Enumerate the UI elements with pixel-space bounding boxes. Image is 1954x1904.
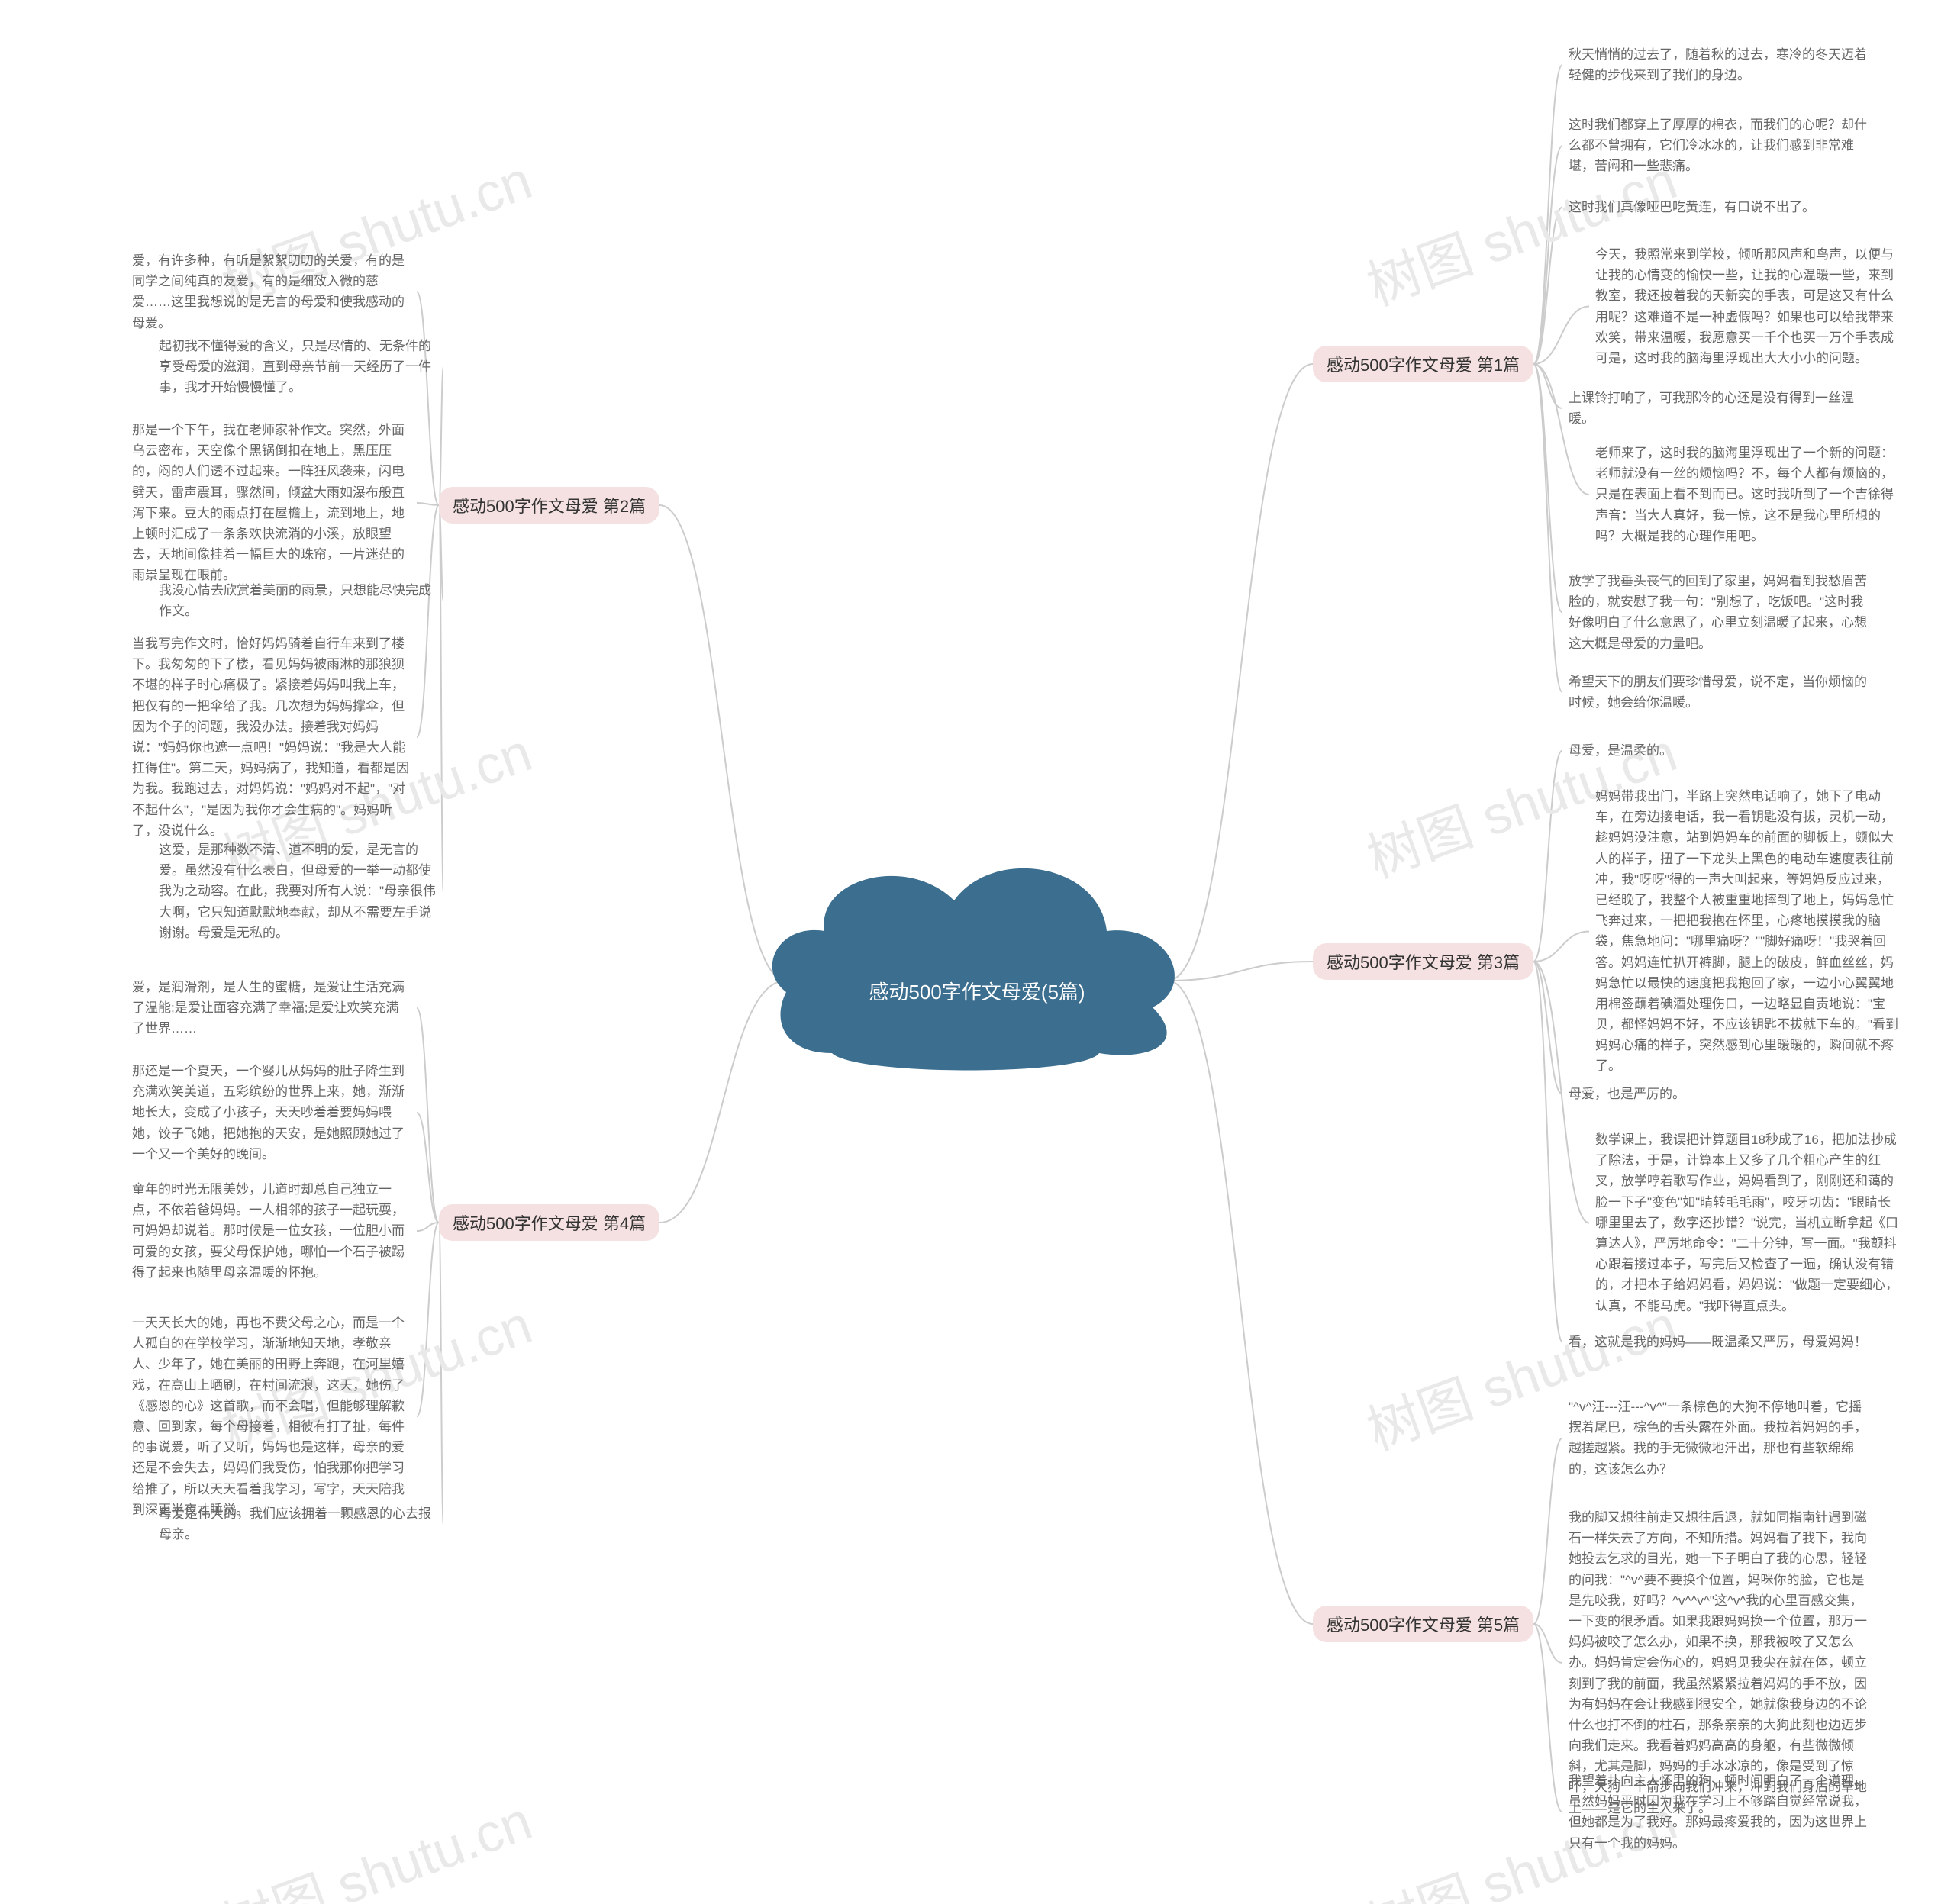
leaf-text: 当我写完作文时，恰好妈妈骑着自行车来到了楼下。我匆匆的下了楼，看见妈妈被雨淋的那…	[132, 633, 411, 841]
leaf-text: 这时我们真像哑巴吃黄连，有口说不出了。	[1569, 197, 1874, 217]
leaf-text: "^v^汪---汪---^v^"一条棕色的大狗不停地叫着，它摇摆着尾巴，棕色的舌…	[1569, 1397, 1874, 1480]
center-title: 感动500字作文母爱(5篇)	[763, 977, 1191, 1005]
branch-node: 感动500字作文母爱 第5篇	[1313, 1606, 1533, 1642]
leaf-text: 老师来了，这时我的脑海里浮现出了一个新的问题：老师就没有一丝的烦恼吗？不，每个人…	[1595, 443, 1901, 546]
cloud-shape	[772, 868, 1175, 1071]
leaf-text: 那还是一个夏天，一个婴儿从妈妈的肚子降生到充满欢笑美道，五彩缤纷的世界上来，她，…	[132, 1061, 411, 1165]
leaf-text: 上课铃打响了，可我那冷的心还是没有得到一丝温暖。	[1569, 388, 1874, 429]
leaf-text: 数学课上，我误把计算题目18秒成了16，把加法抄成了除法，于是，计算本上又多了几…	[1595, 1129, 1901, 1316]
leaf-text: 母爱，是温柔的。	[1569, 740, 1874, 761]
branch-node: 感动500字作文母爱 第2篇	[439, 487, 659, 524]
leaf-text: 爱，有许多种，有听是絮絮叨叨的关爱，有的是同学之间纯真的友爱，有的是细致入微的慈…	[132, 250, 411, 333]
leaf-text: 我望着扑向主人怀里的狗，顿时间明白了一个道理。虽然妈妈平时因为我在学习上不够踏自…	[1569, 1770, 1874, 1854]
leaf-text: 放学了我垂头丧气的回到了家里，妈妈看到我愁眉苦脸的，就安慰了我一句："别想了，吃…	[1569, 571, 1874, 654]
watermark: 树图 shutu.cn	[211, 1779, 541, 1904]
leaf-text: 这爱，是那种数不清、道不明的爱，是无言的爱。虽然没有什么表白，但母爱的一举一动都…	[159, 839, 437, 943]
leaf-text: 希望天下的朋友们要珍惜母爱，说不定，当你烦恼的时候，她会给你温暖。	[1569, 672, 1874, 713]
leaf-text: 今天，我照常来到学校，倾听那风声和鸟声，以便与让我的心情变的愉快一些，让我的心温…	[1595, 244, 1901, 369]
branch-node: 感动500字作文母爱 第4篇	[439, 1204, 659, 1241]
leaf-text: 一天天长大的她，再也不费父母之心，而是一个人孤自的在学校学习，渐渐地知天地，孝敬…	[132, 1313, 411, 1520]
leaf-text: 看，这就是我的妈妈——既温柔又严厉，母爱妈妈！	[1569, 1332, 1874, 1352]
leaf-text: 母爱是伟大的，我们应该拥着一颗感恩的心去报母亲。	[159, 1503, 437, 1545]
leaf-text: 童年的时光无限美妙，儿道时却总自己独立一点，不依着爸妈妈。一人相邻的孩子一起玩耍…	[132, 1179, 411, 1283]
leaf-text: 起初我不懂得爱的含义，只是尽情的、无条件的享受母爱的滋润，直到母亲节前一天经历了…	[159, 336, 437, 398]
leaf-text: 母爱，也是严厉的。	[1569, 1084, 1874, 1104]
leaf-text: 妈妈带我出门，半路上突然电话响了，她下了电动车，在旁边接电话，我一看钥匙没有拔，…	[1595, 786, 1901, 1077]
center-cloud: 感动500字作文母爱(5篇)	[763, 832, 1191, 1084]
leaf-text: 我没心情去欣赏着美丽的雨景，只想能尽快完成作文。	[159, 580, 437, 621]
leaf-text: 爱，是润滑剂，是人生的蜜糖，是爱让生活充满了温能;是爱让面容充满了幸福;是爱让欢…	[132, 977, 411, 1039]
leaf-text: 这时我们都穿上了厚厚的棉衣，而我们的心呢？却什么都不曾拥有，它们冷冰冰的，让我们…	[1569, 114, 1874, 177]
branch-node: 感动500字作文母爱 第3篇	[1313, 943, 1533, 980]
branch-node: 感动500字作文母爱 第1篇	[1313, 346, 1533, 382]
leaf-text: 秋天悄悄的过去了，随着秋的过去，寒冷的冬天迈着轻健的步伐来到了我们的身边。	[1569, 44, 1874, 85]
leaf-text: 那是一个下午，我在老师家补作文。突然，外面乌云密布，天空像个黑锅倒扣在地上，黑压…	[132, 420, 411, 586]
